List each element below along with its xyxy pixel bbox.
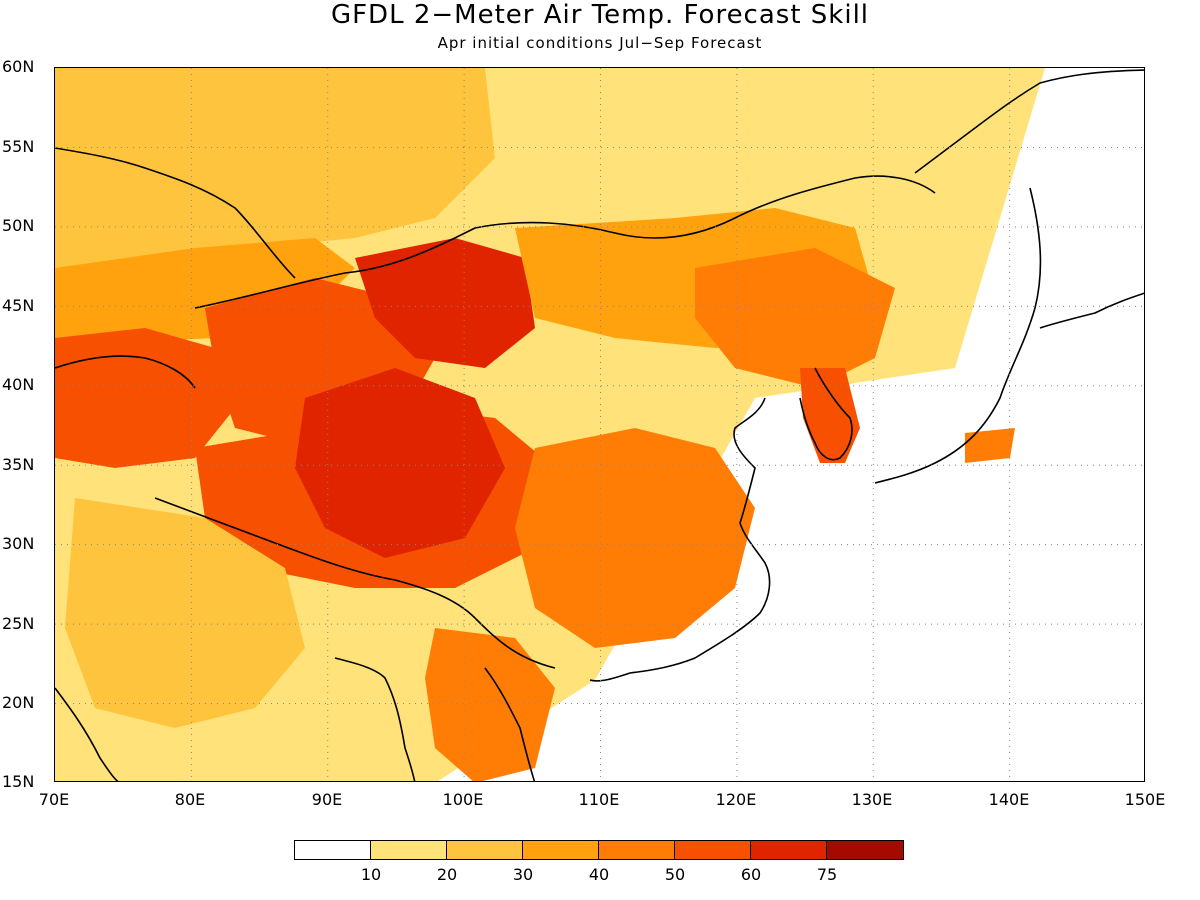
lat-label-35n: 35N: [2, 455, 35, 474]
coastline-east-asia: [589, 397, 771, 682]
lon-label-150e: 150E: [1124, 790, 1166, 809]
lat-label-45n: 45N: [2, 296, 35, 315]
lat-label-30n: 30N: [2, 534, 35, 553]
coastline-hokkaido: [1039, 292, 1144, 329]
colorbar-tick-10: 10: [360, 865, 382, 884]
coastline-india: [334, 657, 416, 781]
colorbar-tick-20: 20: [436, 865, 458, 884]
colorbar-tick-30: 30: [512, 865, 534, 884]
coastline-layer: [55, 69, 1144, 781]
colorbar-swatch-6: [751, 841, 827, 859]
coastline-indochina: [484, 667, 536, 781]
skill-region-central-asia: [55, 328, 235, 468]
skill-region-central-siberia: [485, 68, 1035, 198]
colorbar-tick-60: 60: [740, 865, 762, 884]
colorbar-tick-75: 75: [816, 865, 838, 884]
colorbar-swatch-1: [371, 841, 447, 859]
lat-label-50n: 50N: [2, 216, 35, 235]
map-panel: [54, 67, 1145, 782]
colorbar-swatch-0: [295, 841, 371, 859]
skill-map: [55, 68, 1144, 781]
skill-region-mongolia-west: [355, 238, 535, 368]
colorbar-tick-50: 50: [664, 865, 686, 884]
colorbar-swatch-3: [523, 841, 599, 859]
lon-label-70e: 70E: [38, 790, 70, 809]
skill-region-indochina: [425, 628, 555, 781]
lon-label-130e: 130E: [851, 790, 893, 809]
coastline-korea: [799, 367, 853, 461]
colorbar: [294, 840, 904, 860]
lon-label-100e: 100E: [442, 790, 484, 809]
lat-label-60n: 60N: [2, 57, 35, 76]
lat-label-15n: 15N: [2, 772, 35, 791]
skill-region-northeast-china: [695, 248, 895, 388]
coastline-arabian: [55, 687, 119, 781]
coastline-japan: [874, 187, 1042, 484]
colorbar-swatch-5: [675, 841, 751, 859]
border-china-south: [154, 497, 556, 669]
lat-label-55n: 55N: [2, 137, 35, 156]
border-kazakhstan: [55, 147, 296, 279]
colorbar-swatch-4: [599, 841, 675, 859]
lon-label-80e: 80E: [174, 790, 206, 809]
lat-label-40n: 40N: [2, 375, 35, 394]
colorbar-swatch-7: [827, 841, 903, 859]
skill-fill-layer: [55, 68, 1045, 781]
skill-region-japan-south: [965, 428, 1015, 463]
colorbar-swatch-2: [447, 841, 523, 859]
border-central-asia: [55, 355, 196, 389]
lon-label-110e: 110E: [578, 790, 620, 809]
lat-label-20n: 20N: [2, 693, 35, 712]
skill-region-west-siberia: [55, 68, 495, 268]
figure-title: GFDL 2−Meter Air Temp. Forecast Skill: [330, 0, 870, 30]
coastline-okhotsk: [914, 69, 1144, 174]
lon-label-140e: 140E: [988, 790, 1030, 809]
skill-region-china-central: [515, 428, 755, 648]
skill-region-korea: [800, 368, 860, 463]
colorbar-tick-40: 40: [588, 865, 610, 884]
lon-label-90e: 90E: [311, 790, 343, 809]
border-china-mongolia: [194, 175, 936, 309]
figure-subtitle: Apr initial conditions Jul−Sep Forecast: [437, 34, 763, 52]
skill-region-tibet-core: [295, 368, 505, 558]
skill-region-india-north: [65, 498, 305, 728]
lat-label-25n: 25N: [2, 614, 35, 633]
lon-label-120e: 120E: [715, 790, 757, 809]
